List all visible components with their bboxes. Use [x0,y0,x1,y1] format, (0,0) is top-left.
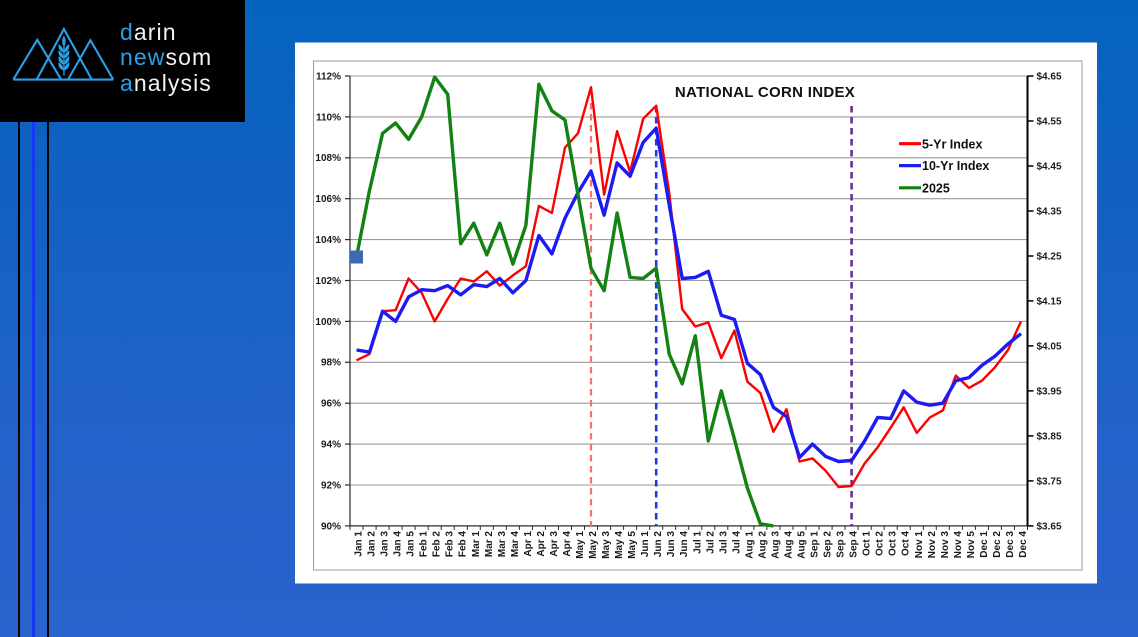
svg-text:Jun 4: Jun 4 [679,531,690,558]
svg-text:Nov 4: Nov 4 [953,531,964,559]
svg-text:Apr 1: Apr 1 [523,531,534,557]
svg-text:$4.05: $4.05 [1037,341,1062,352]
svg-text:110%: 110% [316,112,341,123]
svg-text:Nov 1: Nov 1 [914,531,925,559]
svg-text:May 4: May 4 [614,531,625,559]
svg-text:Jun 1: Jun 1 [640,531,651,558]
svg-text:$3.75: $3.75 [1037,476,1062,487]
svg-text:Jul 4: Jul 4 [731,531,742,554]
svg-text:Apr 3: Apr 3 [549,531,560,557]
svg-text:90%: 90% [321,521,341,532]
svg-text:Jan 2: Jan 2 [367,531,378,557]
svg-text:Dec 2: Dec 2 [992,531,1003,558]
svg-text:102%: 102% [315,276,341,287]
svg-text:Jun 3: Jun 3 [666,531,677,558]
svg-text:Jan 4: Jan 4 [393,531,404,557]
svg-text:$3.65: $3.65 [1037,521,1062,532]
svg-text:Aug 3: Aug 3 [770,531,781,559]
svg-text:5-Yr Index: 5-Yr Index [922,137,982,151]
svg-text:Nov 5: Nov 5 [966,531,977,559]
svg-text:$4.15: $4.15 [1037,296,1062,307]
svg-text:Mar 2: Mar 2 [484,531,495,558]
svg-text:Jul 1: Jul 1 [692,531,703,554]
svg-text:106%: 106% [315,194,341,205]
svg-text:Jan 5: Jan 5 [406,531,417,557]
svg-text:Sep 4: Sep 4 [849,531,860,558]
svg-text:104%: 104% [315,235,341,246]
svg-text:Jan 1: Jan 1 [354,531,365,557]
svg-text:Jan 3: Jan 3 [380,531,391,557]
svg-text:Aug 1: Aug 1 [744,531,755,559]
svg-text:Nov 2: Nov 2 [927,531,938,559]
svg-text:$4.25: $4.25 [1037,252,1062,263]
svg-text:Aug 5: Aug 5 [797,531,808,559]
svg-text:Oct 2: Oct 2 [875,531,886,556]
svg-text:108%: 108% [315,153,341,164]
svg-text:May 3: May 3 [601,531,612,559]
svg-text:May 1: May 1 [575,531,586,559]
svg-text:$4.55: $4.55 [1037,117,1062,128]
svg-text:May 2: May 2 [588,531,599,559]
svg-text:10-Yr Index: 10-Yr Index [922,159,989,173]
svg-text:Aug 2: Aug 2 [757,531,768,559]
svg-text:Feb 4: Feb 4 [458,531,469,558]
svg-text:Feb 3: Feb 3 [445,531,456,558]
svg-text:Oct 1: Oct 1 [862,531,873,556]
svg-text:Dec 3: Dec 3 [1005,531,1016,558]
svg-text:Sep 1: Sep 1 [810,531,821,558]
svg-text:Sep 2: Sep 2 [823,531,834,558]
svg-text:Jul 3: Jul 3 [718,531,729,554]
svg-text:$4.45: $4.45 [1037,162,1062,173]
svg-text:100%: 100% [315,317,341,328]
svg-text:2025: 2025 [922,181,950,195]
svg-text:96%: 96% [321,399,341,410]
svg-text:$3.95: $3.95 [1037,386,1062,397]
svg-text:Sep 3: Sep 3 [836,531,847,558]
svg-text:94%: 94% [321,440,341,451]
svg-text:98%: 98% [321,358,341,369]
svg-text:Apr 4: Apr 4 [562,531,573,557]
svg-text:Nov 3: Nov 3 [940,531,951,559]
svg-text:112%: 112% [316,71,341,82]
svg-text:Mar 1: Mar 1 [471,531,482,558]
svg-text:Mar 4: Mar 4 [510,531,521,558]
svg-text:92%: 92% [321,480,341,491]
svg-text:Dec 1: Dec 1 [979,531,990,558]
svg-text:Feb 1: Feb 1 [419,531,430,558]
svg-text:Oct 4: Oct 4 [901,531,912,556]
svg-text:$4.65: $4.65 [1037,72,1062,83]
svg-text:May 5: May 5 [627,531,638,559]
svg-text:Apr 2: Apr 2 [536,531,547,557]
svg-text:Feb 2: Feb 2 [432,531,443,558]
svg-text:Oct 3: Oct 3 [888,531,899,556]
svg-text:Mar 3: Mar 3 [497,531,508,558]
svg-text:Jul 2: Jul 2 [705,531,716,554]
svg-text:Dec 4: Dec 4 [1018,531,1029,558]
svg-text:Aug 4: Aug 4 [784,531,795,559]
svg-text:$3.85: $3.85 [1037,431,1062,442]
svg-text:$4.35: $4.35 [1037,207,1062,218]
svg-text:NATIONAL CORN INDEX: NATIONAL CORN INDEX [675,84,855,101]
svg-text:Jun 2: Jun 2 [653,531,664,558]
